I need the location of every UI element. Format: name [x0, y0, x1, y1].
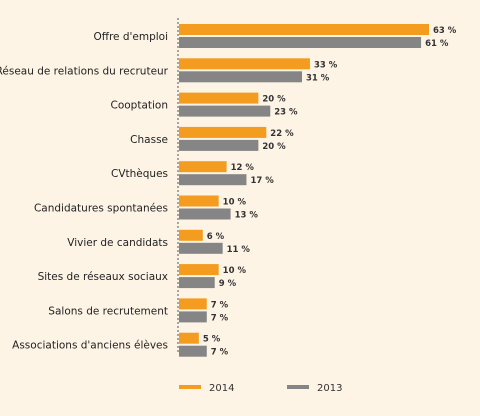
- bar-2013: [179, 139, 259, 151]
- bar-2014: [179, 332, 199, 344]
- category-label: CVthèques: [111, 168, 168, 180]
- bar-2014: [179, 161, 227, 173]
- category-label: Offre d'emploi: [93, 31, 168, 43]
- value-label-2013: 7 %: [211, 348, 229, 358]
- bar-2013: [179, 242, 223, 254]
- bar-2014: [179, 126, 267, 138]
- bar-2013: [179, 345, 207, 357]
- bar-2013: [179, 208, 231, 220]
- value-label-2013: 23 %: [274, 108, 298, 118]
- value-label-2014: 63 %: [433, 26, 457, 36]
- bar-2014: [179, 195, 219, 207]
- value-label-2014: 20 %: [262, 95, 286, 105]
- bar-2014: [179, 264, 219, 276]
- category-label: Réseau de relations du recruteur: [0, 65, 169, 77]
- bar-2014: [179, 24, 429, 35]
- category-label: Sites de réseaux sociaux: [38, 271, 168, 283]
- category-label: Chasse: [130, 134, 168, 146]
- category-label: Candidatures spontanées: [34, 203, 168, 215]
- value-label-2014: 33 %: [314, 60, 338, 70]
- value-label-2013: 61 %: [425, 39, 449, 49]
- category-label: Associations d'anciens élèves: [12, 340, 168, 352]
- legend: 2014 2013: [179, 383, 342, 394]
- bar-2014: [179, 58, 310, 70]
- value-label-2013: 9 %: [219, 279, 237, 289]
- category-label: Cooptation: [110, 100, 168, 112]
- value-label-2014: 10 %: [223, 198, 247, 208]
- value-label-2014: 22 %: [270, 129, 294, 139]
- value-label-2014: 12 %: [231, 163, 255, 173]
- bar-2013: [179, 277, 215, 289]
- category-label: Vivier de candidats: [67, 237, 168, 249]
- value-label-2014: 5 %: [203, 335, 221, 345]
- bar-2014: [179, 229, 203, 241]
- bar-2014: [179, 92, 259, 104]
- value-label-2014: 6 %: [207, 232, 225, 242]
- value-label-2013: 17 %: [250, 176, 274, 186]
- legend-label-2013: 2013: [317, 383, 342, 394]
- bar-2013: [179, 311, 207, 323]
- bar-2013: [179, 105, 271, 117]
- value-label-2014: 7 %: [211, 300, 229, 310]
- bar-2014: [179, 298, 207, 310]
- value-label-2014: 10 %: [223, 266, 247, 276]
- bars-group: Offre d'emploi 63 % 61 % Réseau de relation…: [0, 24, 457, 358]
- value-label-2013: 7 %: [211, 313, 229, 323]
- bar-2013: [179, 37, 422, 48]
- value-label-2013: 11 %: [227, 245, 251, 255]
- legend-swatch-2013: [287, 385, 309, 389]
- bar-2013: [179, 71, 303, 83]
- legend-swatch-2014: [179, 385, 201, 389]
- value-label-2013: 20 %: [262, 142, 286, 152]
- legend-label-2014: 2014: [209, 383, 234, 394]
- value-label-2013: 31 %: [306, 73, 330, 83]
- value-label-2013: 13 %: [235, 211, 259, 221]
- bar-2013: [179, 174, 247, 186]
- category-label: Salons de recrutement: [48, 305, 168, 317]
